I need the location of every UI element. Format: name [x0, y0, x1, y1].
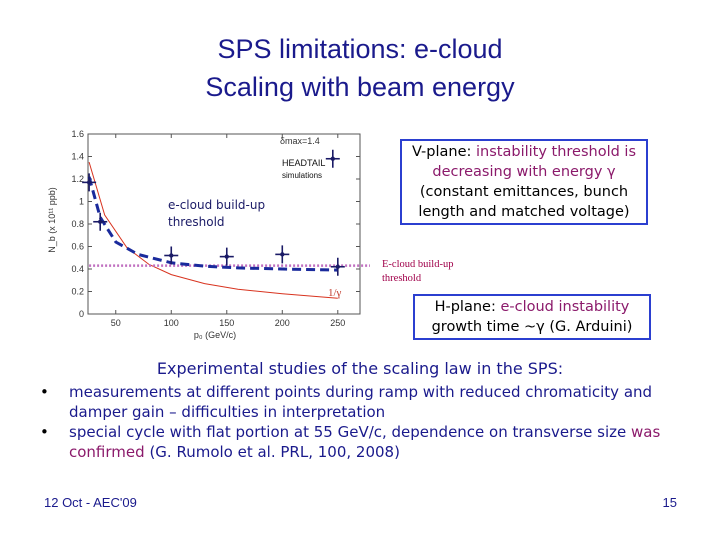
marker-dot [169, 253, 174, 258]
bullet-list: • measurements at different points durin… [40, 382, 680, 462]
buildup-threshold-line2: threshold [382, 273, 422, 284]
y-tick-label: 0.2 [71, 287, 84, 297]
axis-ticks: 50 100 150 200 250 0 0.2 0.4 0.6 0.8 1 1.2 1.4 1.6 [71, 129, 360, 328]
buildup-annotation-line1: e-cloud build-up [168, 198, 265, 212]
list-item: • measurements at different points durin… [40, 382, 680, 422]
headtail-legend-line2: simulations [282, 171, 322, 180]
x-tick-label: 200 [275, 318, 290, 328]
simulation-point [219, 247, 234, 266]
inv-gamma-curve [88, 161, 338, 299]
hplane-highlight: e-cloud instability [500, 299, 630, 315]
y-tick-label: 0.8 [71, 219, 84, 229]
simulation-point [275, 245, 290, 264]
simulation-point [82, 173, 97, 192]
hplane-rest: growth time ~γ (G. Arduini) [431, 319, 633, 335]
vplane-textbox: V-plane: instability threshold is decrea… [400, 139, 648, 225]
marker-dot [330, 156, 335, 161]
list-item: • special cycle with flat portion at 55 … [40, 422, 680, 462]
bullet-citation: (G. Rumolo et al. PRL, 100, 2008) [149, 443, 400, 461]
y-tick-label: 1.2 [71, 174, 84, 184]
hplane-textbox: H-plane: e-cloud instability growth time… [413, 294, 651, 340]
x-tick-label: 100 [164, 318, 179, 328]
simulation-point [164, 246, 179, 265]
marker-dot [86, 180, 92, 185]
x-axis-label: p₀ (GeV/c) [194, 330, 236, 340]
slide-title-line1: SPS limitations: e-cloud [217, 34, 503, 64]
series-layer [82, 149, 370, 299]
legend-marker [325, 149, 340, 168]
vplane-rest: (constant emittances, bunch length and m… [418, 184, 630, 220]
vplane-label: V-plane: [411, 144, 472, 160]
y-tick-label: 1.4 [71, 152, 84, 162]
buildup-threshold-label: E-cloud build-up threshold [382, 258, 492, 286]
bullet-text: special cycle with flat portion at 55 Ge… [69, 423, 627, 441]
buildup-threshold-line1: E-cloud build-up [382, 259, 454, 270]
headtail-legend-line1: HEADTAIL [282, 158, 325, 168]
y-tick-label: 0.6 [71, 242, 84, 252]
bullet-confirmed: was confirmed [69, 423, 661, 461]
y-axis-label: N_b (x 10¹¹ ppb) [47, 187, 57, 253]
y-tick-label: 1 [79, 197, 84, 207]
y-tick-label: 1.6 [71, 129, 84, 139]
vplane-highlight: instability threshold is decreasing with… [432, 144, 637, 180]
smax-annotation: δmax=1.4 [280, 136, 320, 146]
threshold-chart: 50 100 150 200 250 0 0.2 0.4 0.6 0.8 1 1.2 1.4 1.6 N_… [47, 129, 370, 340]
footer-date: 12 Oct - AEC'09 [44, 495, 137, 510]
simulation-point [93, 212, 108, 231]
x-tick-label: 150 [219, 318, 234, 328]
bullet-dot: • [40, 423, 49, 441]
x-tick-label: 250 [330, 318, 345, 328]
simulation-point [330, 257, 345, 276]
marker-dot [98, 219, 103, 224]
slide-title-line2: Scaling with beam energy [205, 72, 515, 102]
bullet-dot: • [40, 383, 49, 401]
y-tick-label: 0 [79, 309, 84, 319]
buildup-annotation-line2: threshold [168, 215, 225, 229]
x-tick-label: 50 [111, 318, 121, 328]
marker-dot [335, 264, 340, 269]
experimental-heading: Experimental studies of the scaling law … [156, 359, 564, 378]
page-number: 15 [662, 495, 677, 510]
y-tick-label: 0.4 [71, 264, 84, 274]
bullet-text: measurements at different points during … [69, 383, 653, 421]
marker-dot [280, 252, 285, 257]
marker-dot [224, 254, 229, 259]
inv-gamma-annotation: 1/γ [328, 287, 342, 299]
hplane-label: H-plane: [434, 299, 496, 315]
